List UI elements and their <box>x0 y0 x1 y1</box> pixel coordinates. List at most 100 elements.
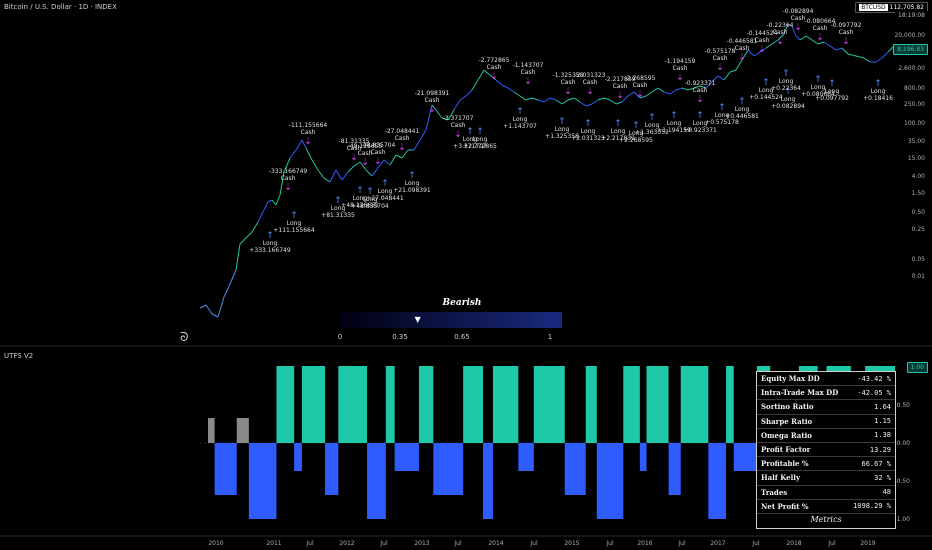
price-line-segment <box>863 57 871 63</box>
cash-marker-icon: ⇣ <box>676 73 684 83</box>
metric-label: Trades <box>761 487 788 497</box>
metric-row: Intra-Trade Max DD -42.05 % <box>757 386 895 401</box>
price-line-segment <box>323 177 331 183</box>
cash-marker-icon: ⇣ <box>428 105 436 115</box>
long-entry-label: Long +1.194159 <box>657 120 691 134</box>
price-line-segment <box>531 97 539 101</box>
long-marker-icon: ↑ <box>738 97 746 107</box>
metric-value: 32 % <box>874 473 891 482</box>
long-marker-icon: ↑ <box>516 107 524 117</box>
price-line-segment <box>441 117 449 121</box>
long-entry-label: Long +3.371707 <box>453 136 487 150</box>
long-marker-icon: ↑ <box>584 119 592 129</box>
price-line-segment <box>347 165 355 173</box>
indicator-bar <box>726 366 734 443</box>
price-line-segment <box>561 99 569 105</box>
cash-exit-label: -81.31335 Cash <box>338 138 370 152</box>
cash-exit-label: -2.217839 Cash <box>604 76 636 90</box>
price-line-segment <box>711 75 719 83</box>
cash-exit-label: -2.268595 Cash <box>624 75 656 89</box>
long-marker-icon: ↑ <box>476 127 484 137</box>
indicator-y-tick: 0.00 <box>897 440 911 447</box>
price-line-segment <box>705 81 713 89</box>
price-line-segment <box>657 87 665 93</box>
price-line-segment <box>875 57 883 63</box>
price-line-segment <box>301 139 307 149</box>
indicator-bar <box>596 443 624 519</box>
cash-marker-icon: ⇣ <box>816 33 824 43</box>
long-marker-icon: ↑ <box>814 75 822 85</box>
long-entry-label: Long +0.18416 <box>863 88 893 102</box>
price-y-tick: 800.00 <box>904 85 925 92</box>
metric-row: Sharpe Ratio 1.15 <box>757 415 895 429</box>
price-line-segment <box>335 169 343 181</box>
x-axis-tick: 2010 <box>208 540 223 547</box>
cash-marker-icon: ⇣ <box>564 87 572 97</box>
price-line-segment <box>419 129 427 141</box>
long-entry-label: Long +0.923371 <box>683 120 717 134</box>
indicator-bar <box>248 443 277 519</box>
price-line-segment <box>723 71 731 81</box>
price-line-segment <box>609 99 617 105</box>
metric-value: -43.42 % <box>857 374 891 383</box>
price-line-segment <box>217 296 225 318</box>
cash-exit-label: -0.575178 Cash <box>704 48 736 62</box>
cash-exit-label: -0.144524 Cash <box>746 30 778 44</box>
indicator-y-tick: 0.50 <box>897 402 911 409</box>
metric-row: Equity Max DD -43.42 % <box>757 372 895 387</box>
price-line-segment <box>371 167 379 177</box>
regime-bar <box>340 312 562 328</box>
indicator-bar <box>236 418 249 443</box>
price-line-segment <box>283 157 291 173</box>
x-axis-tick: Jul <box>379 540 388 547</box>
cash-marker-icon: ⇣ <box>350 153 358 163</box>
price-line-segment <box>477 69 485 81</box>
x-axis-tick: 2018 <box>786 540 801 547</box>
cash-marker-icon: ⇣ <box>361 158 369 168</box>
indicator-bar <box>564 443 586 495</box>
cash-marker-icon: ⇣ <box>616 91 624 101</box>
indicator-bar <box>294 443 302 471</box>
price-line-segment <box>413 139 421 151</box>
price-line-segment <box>257 209 265 223</box>
price-line-segment <box>847 53 857 57</box>
long-marker-icon: ↑ <box>558 117 566 127</box>
long-marker-icon: ↑ <box>266 231 274 241</box>
indicator-bar <box>208 418 215 443</box>
price-line-segment <box>651 87 659 93</box>
x-axis-tick: Jul <box>605 540 614 547</box>
metric-value: 13.29 <box>869 445 891 454</box>
metric-row: Profitable % 66.67 % <box>757 457 895 472</box>
cash-marker-icon: ⇣ <box>758 45 766 55</box>
price-line-segment <box>311 159 319 171</box>
cash-marker-icon: ⇣ <box>490 72 498 82</box>
metric-label: Intra-Trade Max DD <box>761 388 839 398</box>
x-axis-tick: 2019 <box>860 540 875 547</box>
price-line-segment <box>771 39 779 45</box>
metric-row: Omega Ratio 1.38 <box>757 429 895 443</box>
regime-tick: 0.35 <box>392 333 408 341</box>
cash-exit-label: -2.772865 Cash <box>478 57 510 71</box>
regime-marker-icon: ▼ <box>415 315 422 324</box>
price-line-segment <box>841 47 849 55</box>
price-line-segment <box>465 89 473 97</box>
price-line-segment <box>621 95 629 103</box>
price-y-tick: 0.01 <box>912 273 926 280</box>
cash-exit-label: -0.22364 Cash <box>766 22 794 36</box>
metric-value: 66.67 % <box>861 459 891 468</box>
price-line-segment <box>401 149 409 159</box>
price-line-segment <box>687 87 695 91</box>
indicator-value-badge: 1.00 <box>906 362 928 373</box>
long-entry-label: Long +27.048441 <box>366 188 404 202</box>
metric-label: Net Profit % <box>761 501 809 511</box>
long-entry-label: Long +1.325358 <box>545 126 579 140</box>
price-y-tick: 1.50 <box>912 190 926 197</box>
price-y-tick: 100.00 <box>904 120 925 127</box>
countdown-badge: 18:19:08 <box>895 11 928 20</box>
price-line-segment <box>495 79 503 86</box>
price-line-segment <box>271 199 277 206</box>
metric-value: -42.05 % <box>857 388 891 397</box>
long-entry-label: Long +1.363052 <box>635 122 669 136</box>
price-line-segment <box>377 159 385 169</box>
long-marker-icon: ↑ <box>782 69 790 79</box>
